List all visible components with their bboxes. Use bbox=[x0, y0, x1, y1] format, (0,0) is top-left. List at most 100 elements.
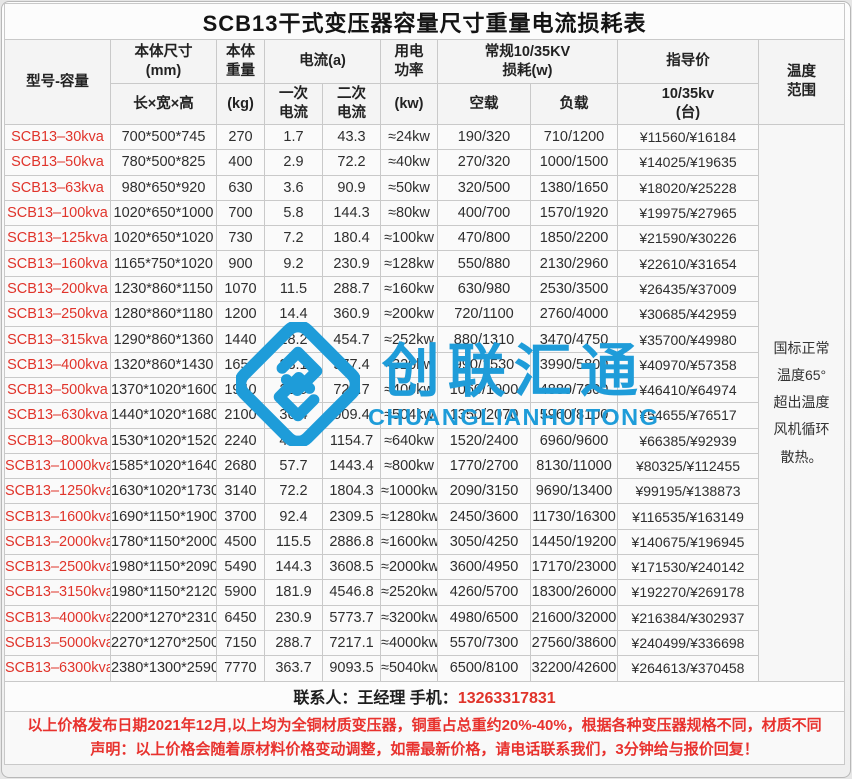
power-cell: ≈504kw bbox=[380, 402, 438, 429]
power-cell: ≈1000kw bbox=[380, 478, 438, 505]
noload-loss-cell: 1770/2700 bbox=[437, 452, 531, 480]
primary-current-cell: 9.2 bbox=[264, 250, 323, 277]
secondary-current-cell: 230.9 bbox=[322, 250, 381, 277]
model-capacity-cell: SCB13–1000kva bbox=[4, 452, 111, 480]
col-header-size: 本体尺寸 (mm) bbox=[110, 39, 217, 84]
noload-loss-cell: 2090/3150 bbox=[437, 478, 531, 505]
model-capacity-cell: SCB13–2000kva bbox=[4, 528, 111, 556]
weight-cell: 1650 bbox=[216, 351, 265, 378]
table-row: SCB13–100kva 1020*650*1000 700 5.8 144.3… bbox=[4, 199, 845, 227]
col-header-power: 用电 功率 bbox=[380, 39, 438, 84]
guide-price-cell: ¥11560/¥16184 bbox=[617, 123, 759, 151]
table-row: SCB13–1600kva 1690*1150*1900 3700 92.4 2… bbox=[4, 503, 845, 530]
primary-current-cell: 18.2 bbox=[264, 326, 323, 353]
weight-cell: 1200 bbox=[216, 301, 265, 328]
power-cell: ≈50kw bbox=[380, 174, 438, 201]
table-row: SCB13–400kva 1320*860*1430 1650 23.1 577… bbox=[4, 351, 845, 378]
secondary-current-cell: 7217.1 bbox=[322, 629, 381, 657]
noload-loss-cell: 990/1530 bbox=[437, 351, 531, 378]
noload-loss-cell: 880/1310 bbox=[437, 326, 531, 353]
table-row: SCB13–630kva 1440*1020*1680 2100 36.4 90… bbox=[4, 402, 845, 429]
power-cell: ≈24kw bbox=[380, 123, 438, 151]
guide-price-cell: ¥26435/¥37009 bbox=[617, 275, 759, 303]
primary-current-cell: 46.2 bbox=[264, 427, 323, 454]
primary-current-cell: 1.7 bbox=[264, 123, 323, 151]
model-capacity-cell: SCB13–6300kva bbox=[4, 655, 111, 682]
model-capacity-cell: SCB13–800kva bbox=[4, 427, 111, 454]
guide-price-cell: ¥66385/¥92939 bbox=[617, 427, 759, 454]
primary-current-cell: 363.7 bbox=[264, 655, 323, 682]
table-row: SCB13–800kva 1530*1020*1520 2240 46.2 11… bbox=[4, 427, 845, 454]
load-loss-cell: 27560/38600 bbox=[530, 629, 618, 657]
transformer-spec-table: SCB13干式变压器容量尺寸重量电流损耗表 型号-容量 本体尺寸 (mm) 本体… bbox=[3, 3, 846, 765]
load-loss-cell: 2760/4000 bbox=[530, 301, 618, 328]
noload-loss-cell: 3600/4950 bbox=[437, 554, 531, 581]
power-cell: ≈640kw bbox=[380, 427, 438, 454]
table-row: SCB13–200kva 1230*860*1150 1070 11.5 288… bbox=[4, 275, 845, 303]
weight-cell: 2680 bbox=[216, 452, 265, 480]
noload-loss-cell: 470/800 bbox=[437, 225, 531, 252]
noload-loss-cell: 1520/2400 bbox=[437, 427, 531, 454]
dimensions-cell: 700*500*745 bbox=[110, 123, 217, 151]
power-cell: ≈200kw bbox=[380, 301, 438, 328]
dimensions-cell: 1165*750*1020 bbox=[110, 250, 217, 277]
table-row: SCB13–63kva 980*650*920 630 3.6 90.9 ≈50… bbox=[4, 174, 845, 201]
load-loss-cell: 1850/2200 bbox=[530, 225, 618, 252]
guide-price-cell: ¥46410/¥64974 bbox=[617, 376, 759, 404]
power-cell: ≈320kw bbox=[380, 351, 438, 378]
primary-current-cell: 36.4 bbox=[264, 402, 323, 429]
load-loss-cell: 21600/32000 bbox=[530, 604, 618, 631]
weight-cell: 400 bbox=[216, 149, 265, 176]
model-capacity-cell: SCB13–315kva bbox=[4, 326, 111, 353]
primary-current-cell: 181.9 bbox=[264, 579, 323, 606]
weight-cell: 900 bbox=[216, 250, 265, 277]
noload-loss-cell: 1350/2070 bbox=[437, 402, 531, 429]
model-capacity-cell: SCB13–2500kva bbox=[4, 554, 111, 581]
model-capacity-cell: SCB13–200kva bbox=[4, 275, 111, 303]
guide-price-cell: ¥19975/¥27965 bbox=[617, 199, 759, 227]
primary-current-cell: 7.2 bbox=[264, 225, 323, 252]
secondary-current-cell: 3608.5 bbox=[322, 554, 381, 581]
secondary-current-cell: 90.9 bbox=[322, 174, 381, 201]
dimensions-cell: 2270*1270*2500 bbox=[110, 629, 217, 657]
noload-loss-cell: 1060/1900 bbox=[437, 376, 531, 404]
weight-cell: 270 bbox=[216, 123, 265, 151]
primary-current-cell: 57.7 bbox=[264, 452, 323, 480]
weight-cell: 1440 bbox=[216, 326, 265, 353]
model-capacity-cell: SCB13–4000kva bbox=[4, 604, 111, 631]
load-loss-cell: 6960/9600 bbox=[530, 427, 618, 454]
model-capacity-cell: SCB13–160kva bbox=[4, 250, 111, 277]
weight-cell: 1070 bbox=[216, 275, 265, 303]
table-row: SCB13–4000kva 2200*1270*2310 6450 230.9 … bbox=[4, 604, 845, 631]
secondary-current-cell: 721.7 bbox=[322, 376, 381, 404]
dimensions-cell: 1290*860*1360 bbox=[110, 326, 217, 353]
table-row: SCB13–6300kva 2380*1300*2590 7770 363.7 … bbox=[4, 655, 845, 682]
model-capacity-cell: SCB13–630kva bbox=[4, 402, 111, 429]
load-loss-cell: 32200/42600 bbox=[530, 655, 618, 682]
power-cell: ≈128kw bbox=[380, 250, 438, 277]
col-subheader-weight: (kg) bbox=[216, 83, 265, 125]
power-cell: ≈400kw bbox=[380, 376, 438, 404]
load-loss-cell: 9690/13400 bbox=[530, 478, 618, 505]
table-row: SCB13–2000kva 1780*1150*2000 4500 115.5 … bbox=[4, 528, 845, 556]
secondary-current-cell: 5773.7 bbox=[322, 604, 381, 631]
guide-price-cell: ¥22610/¥31654 bbox=[617, 250, 759, 277]
col-subheader-power: (kw) bbox=[380, 83, 438, 125]
contact-row: 联系人：王经理 手机：13263317831 bbox=[3, 680, 846, 712]
col-header-current: 电流(a) bbox=[264, 39, 381, 84]
guide-price-cell: ¥264613/¥370458 bbox=[617, 655, 759, 682]
power-cell: ≈5040kw bbox=[380, 655, 438, 682]
table-row: SCB13–50kva 780*500*825 400 2.9 72.2 ≈40… bbox=[4, 149, 845, 176]
load-loss-cell: 1570/1920 bbox=[530, 199, 618, 227]
dimensions-cell: 1370*1020*1600 bbox=[110, 376, 217, 404]
col-subheader-secondary-current: 二次 电流 bbox=[322, 83, 381, 125]
dimensions-cell: 780*500*825 bbox=[110, 149, 217, 176]
guide-price-cell: ¥14025/¥19635 bbox=[617, 149, 759, 176]
disclaimer-line: 声明：以上价格会随着原材料价格变动调整，如需最新价格，请电话联系我们，3分钟给与… bbox=[90, 740, 759, 758]
primary-current-cell: 14.4 bbox=[264, 301, 323, 328]
col-header-price: 指导价 bbox=[617, 39, 759, 84]
secondary-current-cell: 909.4 bbox=[322, 402, 381, 429]
model-capacity-cell: SCB13–30kva bbox=[4, 123, 111, 151]
secondary-current-cell: 2309.5 bbox=[322, 503, 381, 530]
